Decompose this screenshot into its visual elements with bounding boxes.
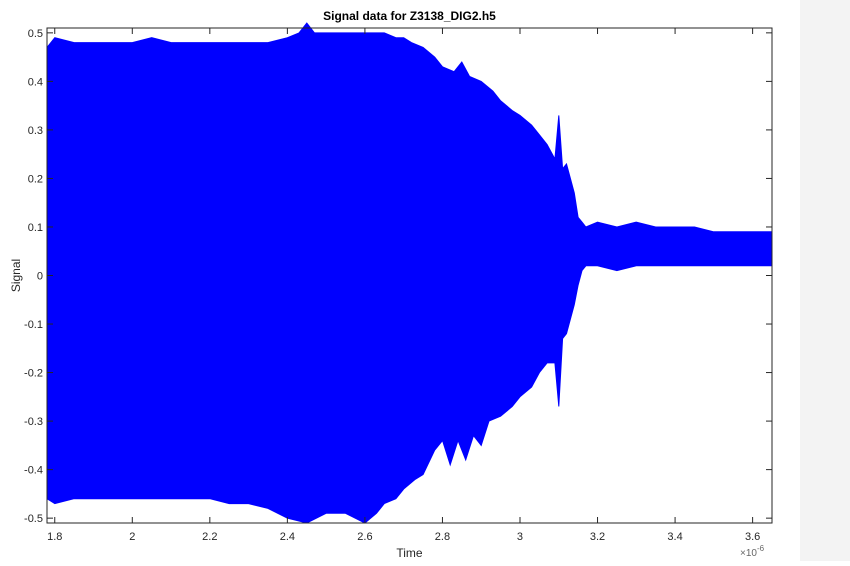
y-tick-label: 0.5 <box>28 28 43 40</box>
y-tick-label: -0.5 <box>24 513 43 525</box>
y-tick-label: 0.4 <box>28 76 43 88</box>
y-tick-label: 0 <box>37 271 43 283</box>
y-axis-ticks: -0.5 -0.4 -0.3 -0.2 -0.1 0 0.1 0.2 0.3 0.4 0.5 <box>24 28 772 525</box>
y-tick-label: -0.1 <box>24 319 43 331</box>
x-tick-label: 3.4 <box>667 531 682 543</box>
x-tick-label: 3.6 <box>745 531 760 543</box>
x-tick-label: 2.6 <box>357 531 372 543</box>
y-tick-label: -0.4 <box>24 465 43 477</box>
x-tick-label: 3 <box>517 531 523 543</box>
x-axis-exponent: ×10-6 <box>740 544 765 559</box>
y-tick-label: -0.2 <box>24 368 43 380</box>
chart-title: Signal data for Z3138_DIG2.h5 <box>323 9 496 23</box>
x-axis-ticks: 1.8 2 2.2 2.4 2.6 2.8 3 3.2 3.4 3.6 <box>47 28 760 543</box>
y-tick-label: 0.1 <box>28 222 43 234</box>
x-axis-label: Time <box>396 546 423 560</box>
y-tick-label: 0.2 <box>28 173 43 185</box>
plot-area <box>46 22 773 524</box>
x-tick-label: 3.2 <box>590 531 605 543</box>
figure-margin-right <box>800 0 850 561</box>
x-tick-label: 2.2 <box>202 531 217 543</box>
x-tick-label: 1.8 <box>47 531 62 543</box>
x-tick-label: 2.8 <box>435 531 450 543</box>
y-tick-label: -0.3 <box>24 416 43 428</box>
x-axis-exponent-power: -6 <box>757 544 765 553</box>
x-tick-label: 2 <box>129 531 135 543</box>
y-axis-label: Signal <box>9 259 23 292</box>
x-axis-exponent-base: ×10 <box>740 548 757 559</box>
x-tick-label: 2.4 <box>280 531 295 543</box>
y-tick-label: 0.3 <box>28 125 43 137</box>
